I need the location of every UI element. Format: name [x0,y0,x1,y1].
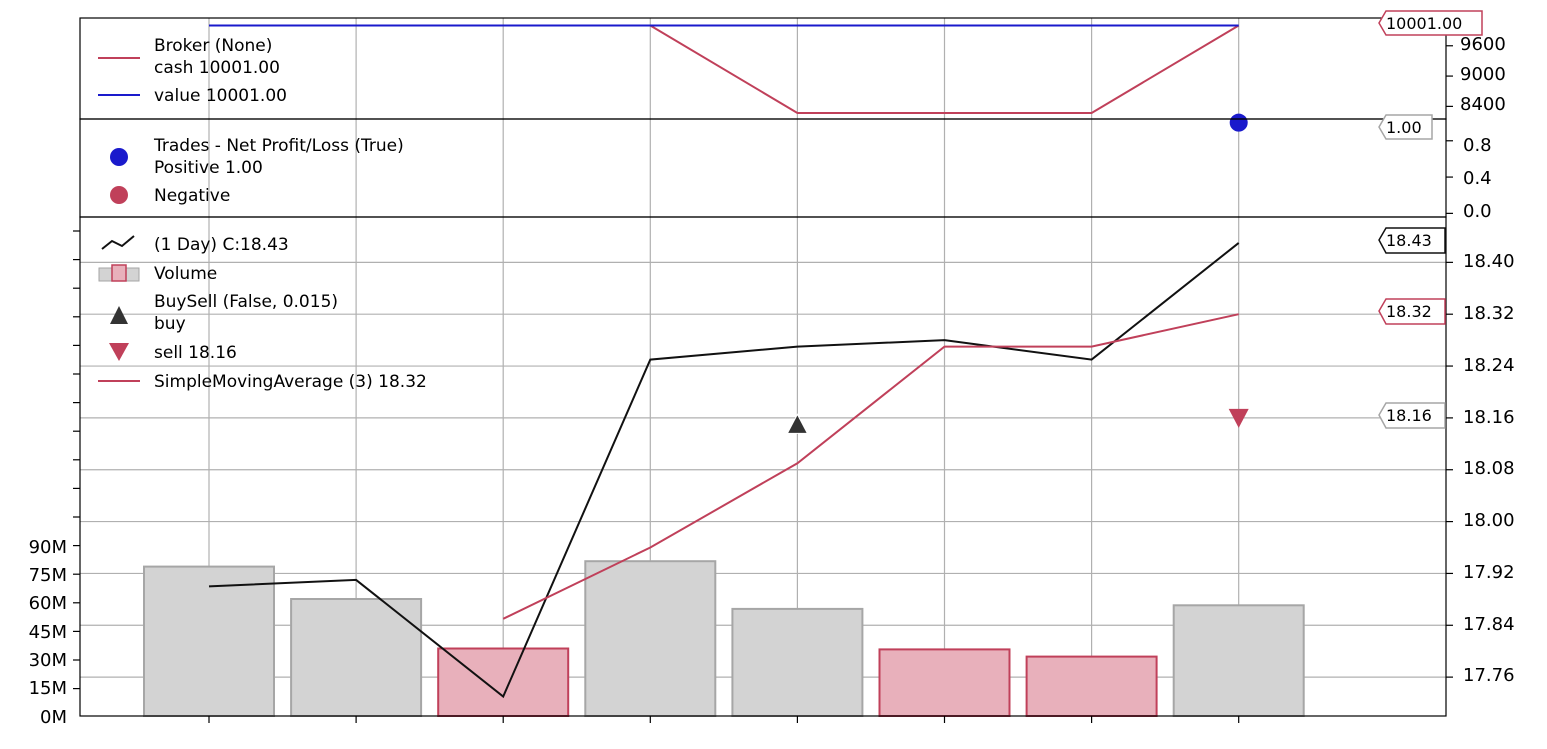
broker-ytick: 9600 [1460,34,1506,55]
price-legend: (1 Day) C:18.43 Volume BuySell (False, 0… [98,235,427,392]
volume-ytick: 15M [29,678,67,699]
trades-y-axis: 0.8 0.4 0.0 [1463,135,1492,222]
volume-bar [1025,655,1158,717]
volume-bar [290,598,423,717]
broker-legend-title: Broker (None) [154,36,272,56]
trades-ytick: 0.8 [1463,135,1492,156]
sell-legend-label: sell 18.16 [154,343,237,363]
volume-ytick: 60M [29,593,67,614]
positive-legend-label: Positive 1.00 [154,158,263,178]
price-ytick: 18.08 [1463,458,1515,479]
trades-ytick: 0.4 [1463,168,1492,189]
volume-bar [437,647,570,717]
cash-line [209,24,1240,114]
close-value-tag-text: 18.43 [1386,231,1432,250]
close-legend-swatch [101,235,135,250]
close-legend-label: (1 Day) C:18.43 [154,235,289,255]
broker-ytick: 8400 [1460,94,1506,115]
close-price-line [208,242,1240,699]
price-ytick: 17.92 [1463,562,1515,583]
volume-y-axis: 90M 75M 60M 45M 30M 15M 0M [29,537,67,728]
volume-bars [143,560,1305,718]
volume-ytick: 45M [29,622,67,643]
broker-ytick: 9000 [1460,64,1506,85]
volume-legend-label: Volume [154,264,217,284]
price-ytick: 17.84 [1463,614,1515,635]
close-value-tag [1378,227,1446,254]
buy-marker [786,413,809,434]
buy-legend-label: buy [154,314,186,334]
sell-marker [1228,408,1249,428]
sell-legend-marker [109,343,129,361]
sell-value-tag-text: 18.16 [1386,406,1432,425]
trades-value-tag [1378,114,1433,140]
trades-value-tag-text: 1.00 [1386,118,1422,137]
volume-bar [731,607,864,718]
negative-legend-label: Negative [154,186,230,206]
volume-bar [878,648,1011,718]
volume-bar [1172,604,1305,717]
buysell-legend-title: BuySell (False, 0.015) [154,292,338,312]
volume-ytick: 90M [29,537,67,558]
sma-line [502,313,1239,620]
buy-legend-marker [110,306,128,324]
price-ytick: 18.24 [1463,355,1515,376]
broker-y-axis: 9600 9000 8400 [1460,34,1506,115]
trades-legend-title: Trades - Net Profit/Loss (True) [153,136,404,156]
cash-legend-label: cash 10001.00 [154,58,280,78]
price-ytick: 18.40 [1463,251,1515,272]
positive-legend-marker [110,148,128,166]
positive-trade-point [1229,113,1248,132]
series-lines [208,24,1249,699]
volume-ytick: 30M [29,650,67,671]
trades-ytick: 0.0 [1463,201,1492,222]
price-ytick: 18.32 [1463,303,1515,324]
volume-bar [584,560,717,718]
sma-value-tag [1378,298,1446,325]
sma-legend-label: SimpleMovingAverage (3) 18.32 [154,372,427,392]
price-panel-frame [79,216,1447,717]
axis-ticks [73,45,1453,723]
sell-value-tag [1378,402,1446,429]
volume-legend-swatch-down [111,264,127,282]
price-ytick: 18.16 [1463,407,1515,428]
price-ytick: 17.76 [1463,665,1515,686]
price-ytick: 18.00 [1463,510,1515,531]
volume-ytick: 0M [40,707,67,728]
price-y-axis: 18.40 18.32 18.24 18.16 18.08 18.00 17.9… [1463,251,1515,686]
trades-legend: Trades - Net Profit/Loss (True) Positive… [110,136,404,206]
volume-bar [143,565,275,717]
value-tags: 10001.00 1.00 18.43 18.32 18.16 [1378,10,1483,429]
value-legend-label: value 10001.00 [154,86,287,106]
negative-legend-marker [110,186,128,204]
broker-legend: Broker (None) cash 10001.00 value 10001.… [98,36,287,106]
broker-value-tag-text: 10001.00 [1386,14,1462,33]
sma-value-tag-text: 18.32 [1386,302,1432,321]
trades-panel-frame [79,118,1447,218]
broker-value-tag [1378,10,1483,36]
volume-ytick: 75M [29,565,67,586]
